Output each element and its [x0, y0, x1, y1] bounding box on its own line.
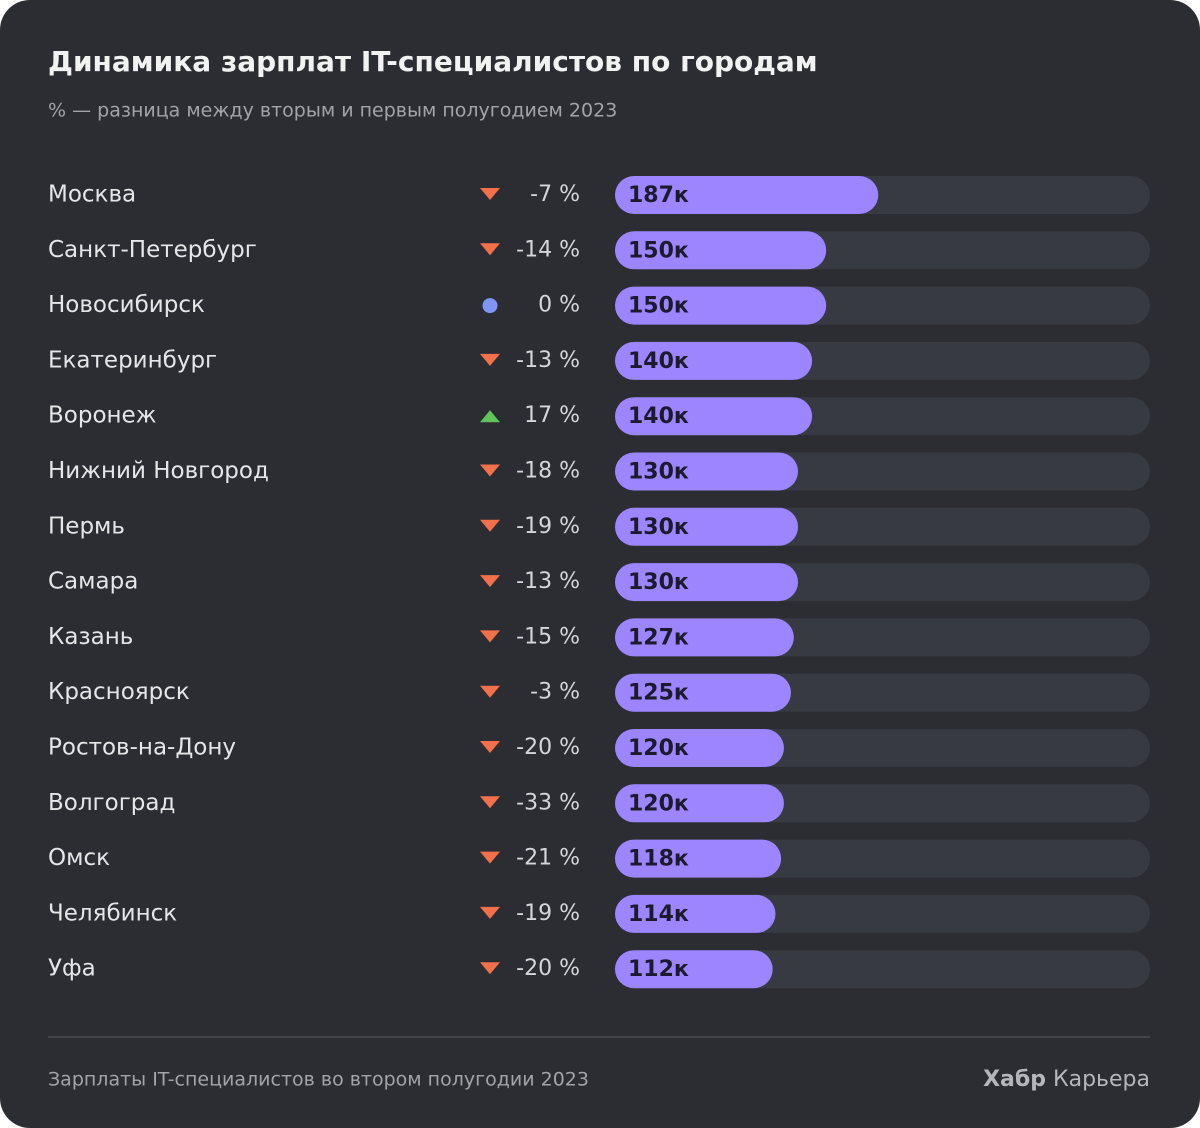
chart-title: Динамика зарплат IT-специалистов по горо… [48, 45, 818, 78]
city-label: Уфа [48, 956, 96, 982]
bar [615, 839, 782, 878]
change-label: -21 % [516, 846, 580, 871]
bar [615, 397, 813, 436]
value-label: 130к [628, 570, 689, 595]
value-label: 140к [628, 349, 689, 374]
change-marker [480, 741, 500, 753]
city-label: Екатеринбург [48, 347, 217, 373]
city-label: Воронеж [48, 403, 156, 429]
value-label: 150к [628, 294, 689, 319]
city-label: Омск [48, 845, 110, 871]
value-label: 114к [628, 902, 689, 927]
change-marker [480, 685, 500, 698]
change-label: -19 % [516, 901, 580, 926]
brand-bold: Хабр [983, 1067, 1046, 1092]
value-label: 130к [628, 460, 689, 485]
bar [615, 894, 776, 933]
change-label: -13 % [516, 569, 580, 594]
value-label: 118к [628, 847, 689, 872]
bar [615, 729, 784, 767]
value-label: 120к [628, 791, 689, 816]
value-label: 187к [628, 183, 689, 208]
change-marker [482, 298, 498, 314]
chart-subtitle: % — разница между вторым и первым полуго… [48, 100, 617, 122]
change-marker [480, 464, 500, 477]
value-label: 125к [628, 681, 689, 706]
city-label: Пермь [48, 513, 125, 539]
city-label: Ростов-на-Дону [48, 735, 236, 761]
change-marker [480, 575, 500, 588]
bar [615, 618, 794, 657]
city-label: Нижний Новгород [48, 458, 269, 484]
change-label: -20 % [516, 956, 580, 981]
change-label: -20 % [516, 735, 580, 760]
change-label: -3 % [530, 680, 580, 705]
change-marker [480, 962, 500, 975]
bar [615, 784, 784, 823]
change-label: -19 % [516, 514, 580, 539]
bar [615, 231, 827, 270]
change-label: 17 % [524, 403, 580, 428]
value-label: 140к [628, 404, 689, 429]
change-label: -14 % [516, 237, 580, 262]
city-label: Казань [48, 624, 133, 650]
city-label: Красноярск [48, 679, 190, 705]
change-label: -15 % [516, 624, 580, 649]
change-marker [480, 410, 500, 423]
change-marker [480, 630, 500, 643]
change-label: -33 % [516, 790, 580, 815]
change-label: -7 % [530, 182, 580, 207]
value-label: 127к [628, 625, 689, 650]
value-label: 112к [628, 957, 689, 982]
bar [615, 286, 827, 325]
change-marker [480, 353, 500, 366]
value-label: 120к [628, 736, 689, 761]
bar [615, 563, 799, 602]
brand-name: Карьера [1053, 1067, 1150, 1092]
brand: Хабр Карьера [983, 1067, 1150, 1092]
footnote: Зарплаты IT-специалистов во втором полуг… [48, 1069, 589, 1091]
change-marker [480, 519, 500, 532]
bar [615, 452, 799, 491]
city-label: Челябинск [48, 900, 177, 926]
bar [615, 507, 799, 546]
change-marker [480, 796, 500, 809]
change-marker [480, 188, 500, 200]
bar [615, 341, 813, 380]
change-label: 0 % [538, 293, 580, 318]
change-label: -18 % [516, 459, 580, 484]
city-label: Самара [48, 569, 138, 595]
city-label: Москва [48, 182, 136, 208]
change-label: -13 % [516, 348, 580, 373]
change-marker [480, 851, 500, 864]
bar [615, 176, 879, 214]
change-marker [480, 243, 500, 256]
city-label: Волгоград [48, 790, 175, 816]
city-label: Новосибирск [48, 292, 205, 318]
city-label: Санкт-Петербург [48, 237, 257, 263]
bar [615, 950, 773, 989]
change-marker [480, 906, 500, 919]
value-label: 130к [628, 515, 689, 540]
bar [615, 673, 791, 712]
value-label: 150к [628, 238, 689, 263]
